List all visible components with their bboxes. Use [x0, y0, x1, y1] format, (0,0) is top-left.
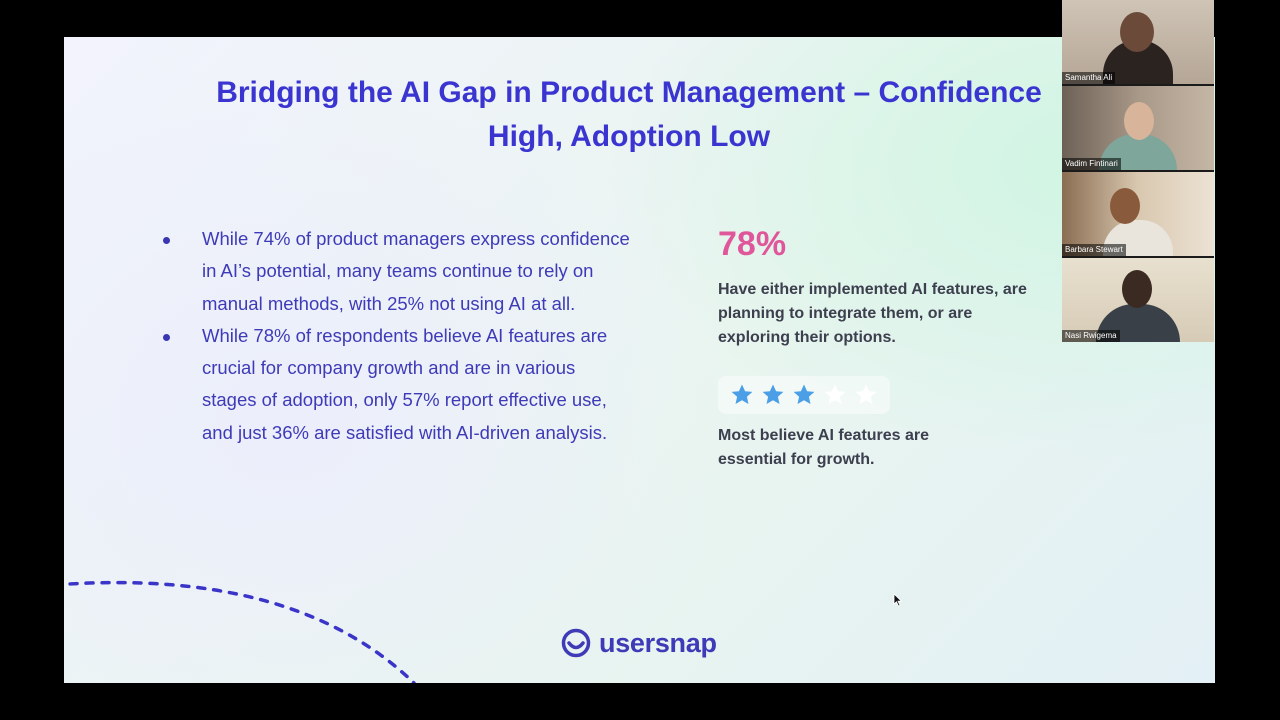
slide-title-line-1: Bridging the AI Gap in Product Managemen… — [216, 76, 1042, 109]
slide-title-line-2: High, Adoption Low — [487, 120, 771, 153]
participant-tile[interactable]: Vadim Fintinari — [1062, 86, 1214, 170]
participant-name: Nasi Rwigema — [1062, 330, 1120, 342]
stat-description: Have either implemented AI features, are… — [718, 281, 1027, 346]
star-filled-icon — [731, 384, 753, 404]
star-empty-icon — [824, 384, 846, 404]
participant-head — [1120, 12, 1154, 52]
bullet-item: While 78% of respondents believe AI feat… — [160, 320, 630, 449]
presentation-slide: Bridging the AI Gap in Product Managemen… — [64, 37, 1215, 683]
star-rating — [718, 376, 890, 414]
bullet-text: While 74% of product managers express co… — [202, 228, 630, 314]
bullet-dot-icon — [163, 333, 170, 341]
bullet-item: While 74% of product managers express co… — [160, 223, 630, 320]
participant-tile[interactable]: Nasi Rwigema — [1062, 258, 1214, 342]
decorative-dashed-arc — [64, 580, 416, 683]
participant-name: Samantha Ali — [1062, 72, 1116, 84]
brand-name: usersnap — [599, 627, 717, 658]
slide-title: Bridging the AI Gap in Product Managemen… — [64, 71, 1194, 159]
star-filled-icon — [762, 384, 784, 404]
participant-name: Vadim Fintinari — [1062, 158, 1121, 170]
participant-tile[interactable]: Barbara Stewart — [1062, 172, 1214, 256]
stat-value: 78% — [718, 225, 787, 263]
bullet-text: While 78% of respondents believe AI feat… — [202, 324, 608, 443]
participant-name: Barbara Stewart — [1062, 244, 1126, 256]
participant-head — [1122, 270, 1152, 308]
star-filled-icon — [793, 384, 815, 404]
brand-logo: usersnap — [561, 625, 717, 661]
participant-tile[interactable]: Samantha Ali — [1062, 0, 1214, 84]
bullet-list: While 74% of product managers express co… — [160, 223, 630, 449]
mouse-cursor-icon — [893, 593, 903, 607]
usersnap-logo-icon — [561, 628, 591, 658]
participant-head — [1110, 188, 1140, 224]
participant-head — [1124, 102, 1154, 140]
bullet-dot-icon — [163, 237, 170, 244]
participants-panel: Samantha Ali Vadim Fintinari Barbara Ste… — [1062, 0, 1214, 342]
rating-description: Most believe AI features are essential f… — [718, 427, 930, 468]
star-empty-icon — [855, 384, 877, 404]
